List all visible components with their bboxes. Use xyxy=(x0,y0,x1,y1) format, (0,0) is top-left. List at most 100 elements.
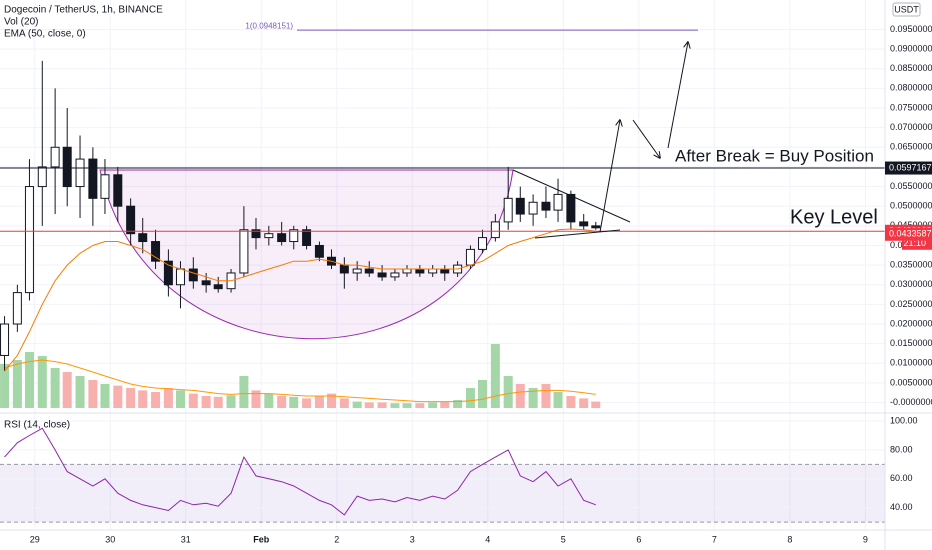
volume-bar xyxy=(239,376,249,408)
y-tick-label: 0.0300000 xyxy=(890,279,932,289)
candle-body xyxy=(364,268,374,274)
x-tick-label: 8 xyxy=(787,534,792,544)
volume-bar xyxy=(251,390,261,408)
countdown-box xyxy=(902,237,932,250)
candle-body xyxy=(163,260,173,286)
currency-box[interactable] xyxy=(892,2,921,17)
candle-body xyxy=(113,174,123,207)
volume-bar xyxy=(478,380,488,408)
candle-body xyxy=(541,201,551,211)
y-tick-label: 0.0250000 xyxy=(890,299,932,309)
x-tick-label: Feb xyxy=(253,534,270,544)
candle-body xyxy=(188,268,198,282)
y-tick-label: 0.0950000 xyxy=(890,24,932,34)
candle-body xyxy=(415,268,425,274)
candle-body xyxy=(50,146,60,168)
candle-body xyxy=(302,229,312,246)
volume-bar xyxy=(465,388,475,408)
candle-body xyxy=(377,272,387,278)
candle-body xyxy=(289,229,299,243)
volume-bar xyxy=(138,390,148,408)
candle-body xyxy=(402,268,412,274)
currency[interactable]: USDT xyxy=(894,4,919,14)
volume-bar xyxy=(326,393,336,408)
y-tick-label: 0.0650000 xyxy=(890,142,932,152)
volume-bar xyxy=(302,398,312,408)
fib-label: 1(0.0948151) xyxy=(245,21,293,30)
volume-bar xyxy=(515,384,525,408)
volume-bar xyxy=(339,398,349,408)
y-tick-label: 0.0500000 xyxy=(890,201,932,211)
candle-body xyxy=(175,268,185,286)
candle-body xyxy=(0,323,10,356)
candle-body xyxy=(138,233,148,243)
indicator-label: EMA (50, close, 0) xyxy=(4,29,86,40)
volume-bar xyxy=(428,402,438,408)
y-tick-label: 0.0050000 xyxy=(890,377,932,387)
rsi-band xyxy=(0,464,885,523)
x-tick-label: 2 xyxy=(334,534,339,544)
volume-bar xyxy=(541,384,551,408)
volume-bar xyxy=(75,376,85,408)
volume-bar xyxy=(12,360,22,408)
candle-body xyxy=(24,186,34,294)
chart-title: Dogecoin / TetherUS, 1h, BINANCE xyxy=(4,5,163,16)
annotation: After Break = Buy Position xyxy=(675,146,874,165)
y-tick-label: 0.0700000 xyxy=(890,122,932,132)
indicator-label: RSI (14, close) xyxy=(4,420,70,431)
price-label-box xyxy=(885,161,932,175)
candle-body xyxy=(37,166,47,188)
volume-bar xyxy=(377,402,387,408)
indicator-label: Vol (20) xyxy=(4,17,38,28)
candle-body xyxy=(75,158,85,188)
volume-bar xyxy=(100,384,110,408)
candle-body xyxy=(251,229,261,239)
y-tick-label: 0.0800000 xyxy=(890,83,932,93)
volume-bar xyxy=(126,388,136,408)
x-tick-label: 30 xyxy=(105,534,115,544)
volume-bar xyxy=(352,401,362,408)
countdown: 21:10 xyxy=(903,238,926,248)
candle-body xyxy=(428,268,438,274)
arrow xyxy=(599,120,620,233)
price-label-box xyxy=(885,227,932,241)
y-tick-label: 0.0900000 xyxy=(890,43,932,53)
candle-body xyxy=(88,158,98,199)
y-tick-label: 0.0100000 xyxy=(890,358,932,368)
y-tick-label: 0.0850000 xyxy=(890,63,932,73)
volume-bar xyxy=(113,385,123,408)
candle-body xyxy=(515,197,525,215)
volume-bar xyxy=(289,396,299,408)
cup-drawing xyxy=(99,169,514,340)
y-tick-label: 0.0350000 xyxy=(890,259,932,269)
volume-bar xyxy=(175,390,185,408)
trend-line xyxy=(512,169,631,223)
y-tick-label: -0.0000000 xyxy=(890,397,932,407)
candle-body xyxy=(239,229,249,274)
volume-bar xyxy=(264,393,274,408)
price-label: 0.0597167 xyxy=(889,162,932,172)
candle-body xyxy=(314,244,324,258)
volume-bar xyxy=(402,403,412,408)
volume-bar xyxy=(440,401,450,408)
x-tick-label: 6 xyxy=(636,534,641,544)
x-tick-label: 29 xyxy=(30,534,40,544)
arrow xyxy=(667,42,688,149)
candle-body xyxy=(339,264,349,274)
volume-bar xyxy=(201,396,211,408)
price-label: 0.0433587 xyxy=(889,229,932,239)
volume-bar xyxy=(37,356,47,408)
y-tick-label: 0.0150000 xyxy=(890,338,932,348)
x-tick-label: 5 xyxy=(561,534,566,544)
volume-bar xyxy=(591,401,601,408)
volume-bar xyxy=(163,388,173,408)
volume-bar xyxy=(503,376,513,408)
volume-bar xyxy=(314,396,324,408)
volume-bar xyxy=(528,388,538,408)
volume-bar xyxy=(390,403,400,408)
y-tick-label: 100.00 xyxy=(890,415,918,425)
y-tick-label: 80.00 xyxy=(890,444,913,454)
candle-body xyxy=(478,237,488,250)
volume-bar xyxy=(62,372,72,408)
